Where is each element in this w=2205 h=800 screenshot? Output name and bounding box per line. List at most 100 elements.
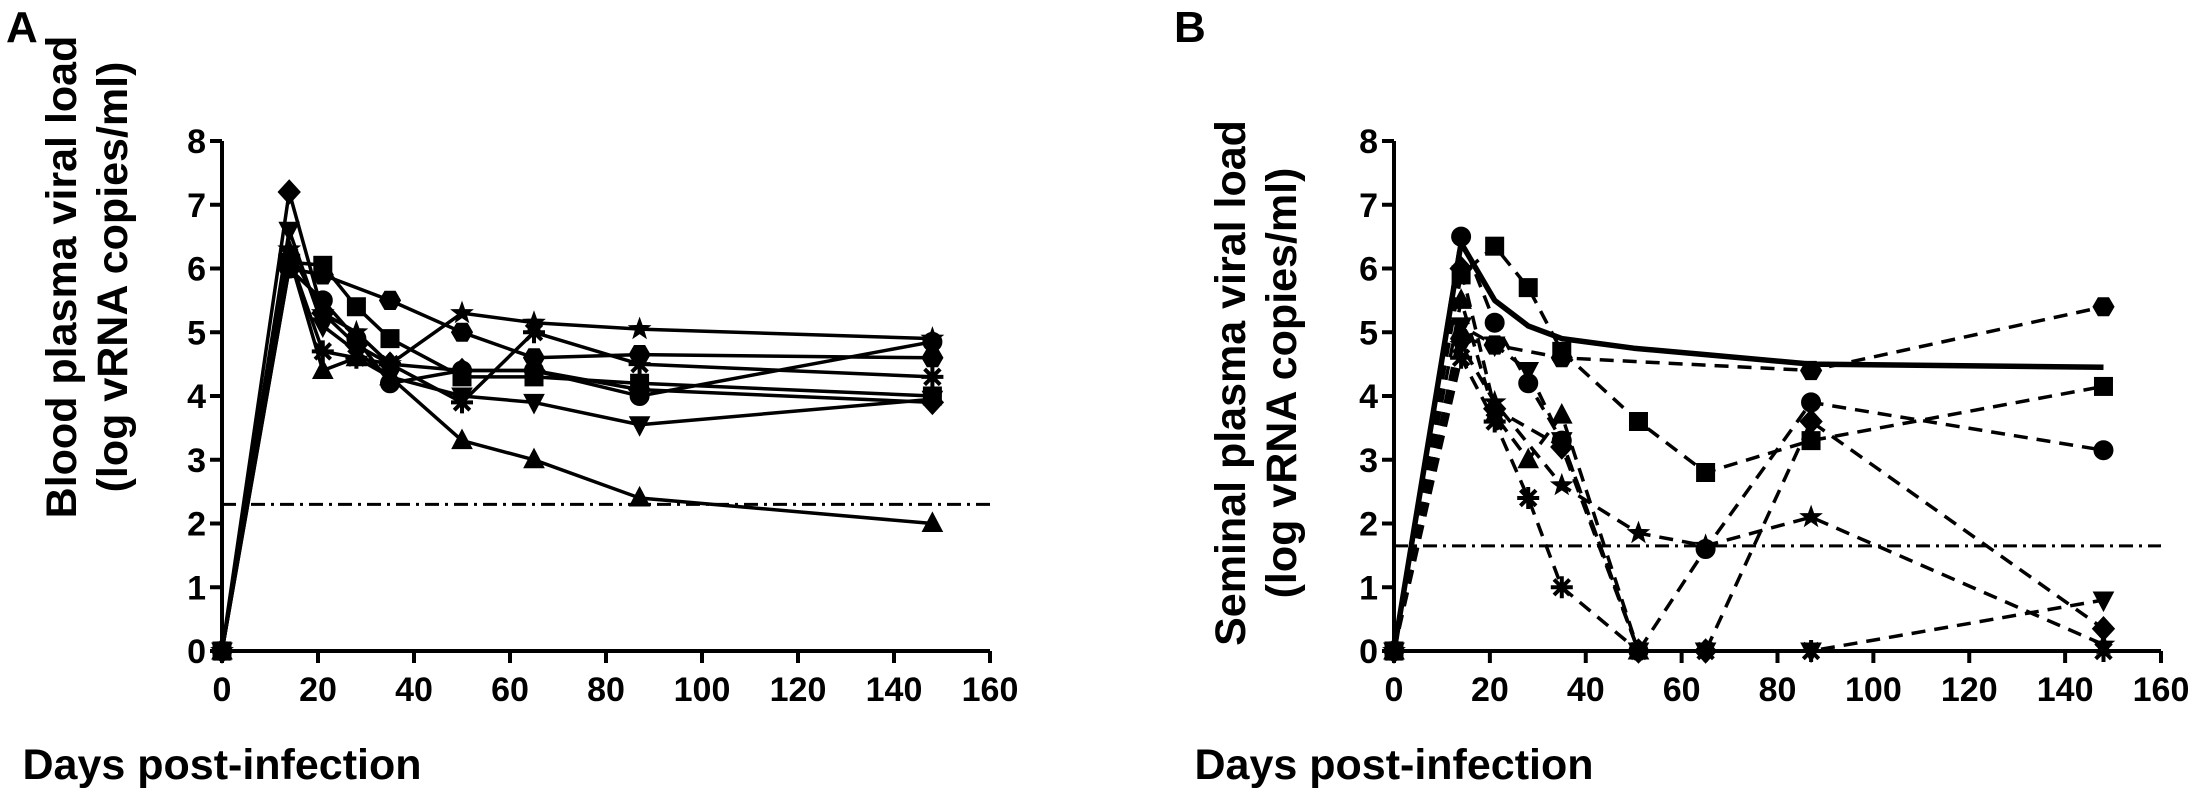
panel-a-data-point-triangle-down [523, 393, 545, 415]
panel-b-y-tick-label: 1 [1359, 569, 1378, 607]
panel-b-y-axis-title-line2: (log vRNA copies/ml) [1258, 168, 1306, 599]
panel-b-y-tick-label: 4 [1359, 378, 1378, 416]
panel-b-data-point-asterisk [1517, 487, 1540, 509]
panel-a-data-point-triangle-up [278, 243, 301, 265]
panel-a-data-point-square [346, 297, 366, 317]
panel-b-y-tick-label: 3 [1359, 442, 1378, 480]
panel-b-y-tick-label: 5 [1359, 314, 1378, 352]
panel-a-data-point-circle [452, 360, 472, 381]
panel-a-y-axis-title-line1: Blood plasma viral load [38, 36, 86, 519]
panel-a-x-tick-label: 80 [587, 671, 625, 709]
panel-a-x-tick-label: 40 [395, 671, 433, 709]
panel-a-y-tick-label: 4 [187, 378, 206, 416]
panel-b-data-point-asterisk [1694, 640, 1717, 662]
panel-b-x-tick-label: 140 [2037, 671, 2094, 709]
panel-a-data-point-triangle-down [311, 317, 334, 338]
panel-b-data-point-hexagon [1800, 360, 1823, 381]
panel-a-x-tick-label: 120 [770, 671, 827, 709]
panel-a-data-point-triangle-down [628, 416, 651, 437]
panel-a-data-point-hexagon [378, 290, 402, 310]
panel-a-y-tick-label: 6 [187, 251, 206, 289]
panel-a-data-point-circle [524, 360, 544, 381]
panel-b-data-point-asterisk [1550, 576, 1573, 599]
panel-a-y-axis-title-line2: (log vRNA copies/ml) [89, 62, 137, 493]
panel-b-series-line [1392, 234, 2104, 653]
panel-b-data-point-star [2091, 632, 2116, 655]
panel-b-data-point-asterisk [2092, 640, 2115, 662]
panel-a-x-tick-label: 20 [299, 671, 337, 709]
panel-b-series-star [1382, 332, 2116, 662]
panel-a-data-point-star [920, 326, 945, 349]
panel-b-y-tick-label: 6 [1359, 251, 1378, 289]
panel-a-data-point-star [344, 319, 369, 343]
panel-a-y-tick-label: 8 [187, 123, 206, 161]
panel-b-y-tick-label: 2 [1359, 506, 1378, 544]
panel-a-data-point-triangle-down [921, 390, 944, 412]
panel-a-data-point-triangle-down [278, 221, 301, 243]
panel-a-data-point-hexagon [311, 265, 334, 285]
panel-b-data-point-square [1518, 278, 1538, 298]
panel-b-data-point-asterisk [1450, 346, 1473, 369]
panel-a-data-point-hexagon [450, 322, 474, 342]
panel-b-data-point-square [2093, 376, 2113, 396]
panel-b-data-point-star [1482, 389, 1507, 413]
panel-a-data-point-asterisk [523, 321, 545, 344]
panel-a-data-point-triangle-up [345, 345, 368, 367]
panel-b-data-point-diamond [1799, 408, 1823, 435]
panel-b-x-tick-label: 0 [1385, 671, 1404, 709]
panel-a-data-point-triangle-up [523, 447, 545, 469]
panel-a-data-point-asterisk [379, 353, 401, 376]
panel-b-data-point-triangle-up [1550, 403, 1573, 424]
panel-b: B Days post-infection Seminal plasma vir… [1174, 3, 2189, 789]
panel-a-x-tick-label: 0 [213, 671, 232, 709]
panel-a-data-point-triangle-up [921, 511, 944, 532]
panel-b-data-point-triangle-down [1517, 362, 1540, 383]
panel-b-y-axis-title-line1: Seminal plasma viral load [1207, 120, 1255, 646]
panel-b-data-point-asterisk [1627, 640, 1650, 662]
panel-b-series-line [1392, 343, 2105, 652]
panel-a-data-point-triangle-up [628, 485, 651, 507]
panel-b-data-point-circle [1451, 226, 1472, 247]
panel-b-data-point-triangle-down [2092, 591, 2115, 613]
panel-b-data-point-square [1552, 341, 1572, 361]
panel-a-x-tick-label: 160 [962, 671, 1019, 709]
panel-a-series-triangle-down [211, 221, 944, 664]
panel-b-data-point-diamond [1550, 434, 1574, 460]
panel-a-x-tick-label: 140 [866, 671, 923, 709]
panel-b-data-point-triangle-up [1517, 447, 1540, 469]
panel-b-data-point-triangle-down [1450, 317, 1472, 338]
panel-b-x-tick-label: 160 [2133, 671, 2190, 709]
panel-b-data-point-star [1693, 533, 1718, 556]
panel-a-data-point-triangle-up [311, 358, 334, 379]
panel-b-series-line [1392, 266, 2105, 653]
panel-a-y-tick-label: 0 [187, 633, 206, 671]
panel-a-data-point-triangle-up [451, 428, 473, 450]
panel-a-data-point-triangle-up [379, 364, 401, 386]
panel-a-data-point-asterisk [921, 365, 944, 388]
panel-b-data-point-hexagon [2092, 297, 2115, 317]
panel-b-y-tick-label: 8 [1359, 123, 1378, 161]
panel-b-x-tick-label: 60 [1663, 671, 1701, 709]
panel-b-series-line [1391, 240, 2104, 652]
panel-b-series-line [1392, 298, 1641, 652]
panel-a-y-tick-label: 3 [187, 442, 206, 480]
panel-a-data-point-diamond [277, 179, 301, 205]
panel-a-x-tick-label: 60 [491, 671, 529, 709]
panel-b-y-tick-label: 0 [1359, 633, 1378, 671]
panel-a-y-tick-label: 5 [187, 314, 206, 352]
panel-b-series-asterisk [1383, 346, 2115, 662]
panel-a-data-point-square [380, 329, 400, 349]
panel-a-series-diamond [210, 179, 945, 664]
panel-b-data-point-triangle-down [1483, 336, 1506, 358]
panel-b-data-point-square [1696, 463, 1716, 482]
panel-b-series-line [1392, 356, 2104, 653]
panel-b-data-point-star [1449, 332, 1474, 356]
panel-a-data-point-star [627, 316, 652, 340]
panel-b-x-tick-label: 120 [1941, 671, 1998, 709]
panel-b-x-tick-label: 80 [1759, 671, 1797, 709]
panel-b-data-point-diamond [1449, 255, 1473, 282]
panel-b-data-point-star [1799, 504, 1823, 528]
panel-b-y-tick-label: 7 [1359, 187, 1378, 225]
